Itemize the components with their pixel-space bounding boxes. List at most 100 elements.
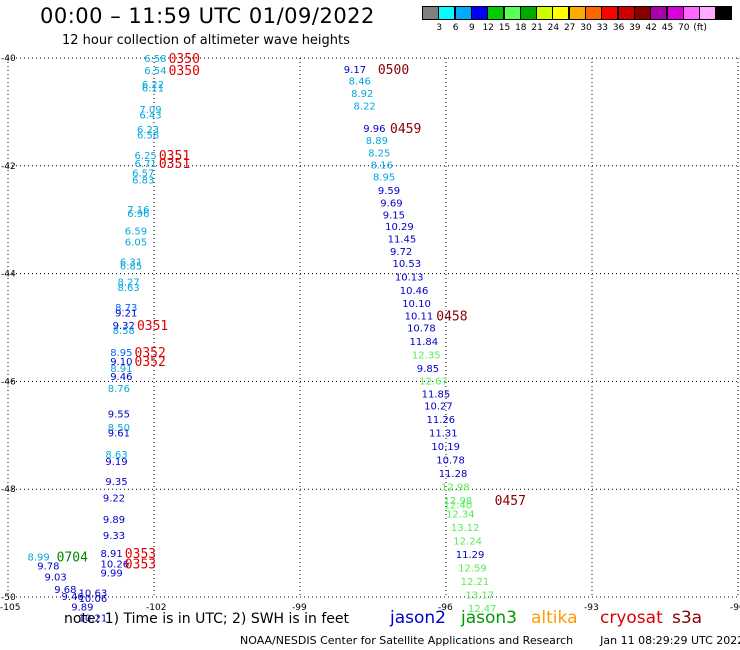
swh-value: 9.33 [103,531,125,542]
swh-value: 6.59 [125,226,147,237]
lat-tick-label: -40 [1,54,16,64]
swh-value: 9.89 [71,603,93,614]
lat-tick-label: -44 [1,270,16,280]
swh-value: 12.59 [458,563,487,574]
swh-value: 9.55 [108,410,130,421]
lat-tick-label: -42 [1,162,16,172]
swh-value: 11.84 [410,337,439,348]
swh-value: 12.67 [419,376,448,387]
swh-value: 12.47 [468,604,497,615]
swh-value: 8.22 [354,101,376,112]
lon-tick-label: -99 [292,603,307,613]
swh-value: 11.31 [429,429,458,440]
swh-value: 9.96 [363,124,385,135]
colorbar-label: 70 [678,23,690,33]
swh-value: 9.85 [417,364,439,375]
swh-value: 9.69 [380,198,402,209]
swh-value: 8.95 [373,173,395,184]
swh-value: 12.24 [453,536,482,547]
swh-value: 8.25 [368,148,390,159]
swh-value: 8.46 [349,77,371,88]
swh-value: 10.11 [405,312,434,323]
swh-value: 9.61 [108,429,130,440]
credit-text: NOAA/NESDIS Center for Satellite Applica… [240,634,574,647]
swh-value: 6.71 [135,159,157,170]
swh-value: 8.91 [110,364,132,375]
pass-time-label: 0351 [137,319,168,334]
swh-value: 6.43 [139,111,161,122]
swh-value: 11.26 [427,415,456,426]
pass-time-label: 0500 [378,63,409,78]
colorbar-label: 30 [580,23,592,33]
footer-note: note: 1) Time is in UTC; 2) SWH is in fe… [64,611,350,627]
swh-value: 6.22 [142,80,164,91]
swh-value: 9.10 [110,357,132,368]
swh-value: 9.32 [113,321,135,332]
colorbar-swatch [715,6,733,20]
swh-value: 11.85 [422,389,451,400]
swh-value: 6.54 [144,66,166,77]
satellite-legend-s3a: s3a [672,608,703,628]
swh-value: 10.29 [385,222,414,233]
swh-value: 9.72 [390,247,412,258]
swh-value: 8.95 [110,348,132,359]
swh-value: 13.12 [451,523,480,534]
swh-value: 10.10 [402,299,431,310]
swh-value: 6.85 [120,262,142,273]
pass-time-label: 0353 [125,558,156,573]
swh-value: 10.53 [392,259,421,270]
swh-value: 6.57 [132,168,154,179]
timestamp-text: Jan 11 08:29:29 UTC 2022 [600,634,740,647]
swh-value: 10.27 [424,402,453,413]
colorbar-label: 27 [563,23,576,33]
colorbar-label: 6 [452,23,459,33]
swh-value: 12.98 [441,483,470,494]
swh-value: 8.92 [351,89,373,100]
swh-value: 9.46 [110,372,132,383]
swh-value: 9.22 [103,493,125,504]
swh-value: 11.29 [456,550,485,561]
swh-value: 13.17 [465,590,494,601]
swh-value: 6.31 [120,258,142,269]
swh-value: 9.03 [45,573,67,584]
swh-value: 8.91 [100,549,122,560]
swh-value: 6.58 [144,54,166,65]
pass-time-label: 0457 [495,494,526,509]
pass-time-label: 0458 [436,310,467,325]
swh-value: 9.17 [344,65,366,76]
swh-value: 7.09 [139,105,161,116]
lon-tick-label: -105 [0,603,20,613]
colorbar-label: 12 [482,23,494,33]
pass-time-label: 0704 [57,551,88,566]
colorbar-label: 39 [629,23,641,33]
swh-value: 8.99 [27,553,49,564]
pass-time-label: 0351 [159,149,190,164]
lat-tick-label: -46 [1,377,16,387]
swh-value: 6.83 [132,175,154,186]
pass-time-label: 0351 [159,157,190,172]
swh-value: 8.16 [371,161,393,172]
swh-value: 8.73 [115,303,137,314]
pass-time-label: 0350 [169,64,200,79]
swh-value: 11.45 [388,235,417,246]
colorbar-label: 9 [469,23,475,33]
swh-value: 9.68 [54,585,76,596]
colorbar-label: 21 [531,23,543,33]
swh-value: 12.98 [444,496,473,507]
swh-value: 6.25 [135,151,157,162]
swh-value: 10.21 [79,613,108,624]
swh-value: 11.28 [439,469,468,480]
swh-value: 12.34 [446,509,475,520]
swh-value: 8.58 [113,326,135,337]
swh-value: 9.21 [115,308,137,319]
swh-value: 10.78 [407,324,436,335]
swh-value: 9.46 [62,592,84,603]
page-title: 00:00 – 11:59 UTC 01/09/2022 [40,4,375,28]
pass-time-label: 0353 [125,547,156,562]
swh-value: 10.26 [100,560,129,571]
lat-tick-label: -50 [1,593,16,603]
lon-tick-label: -93 [584,603,599,613]
colorbar-label: 45 [661,23,674,33]
colorbar-label: 36 [612,23,625,33]
